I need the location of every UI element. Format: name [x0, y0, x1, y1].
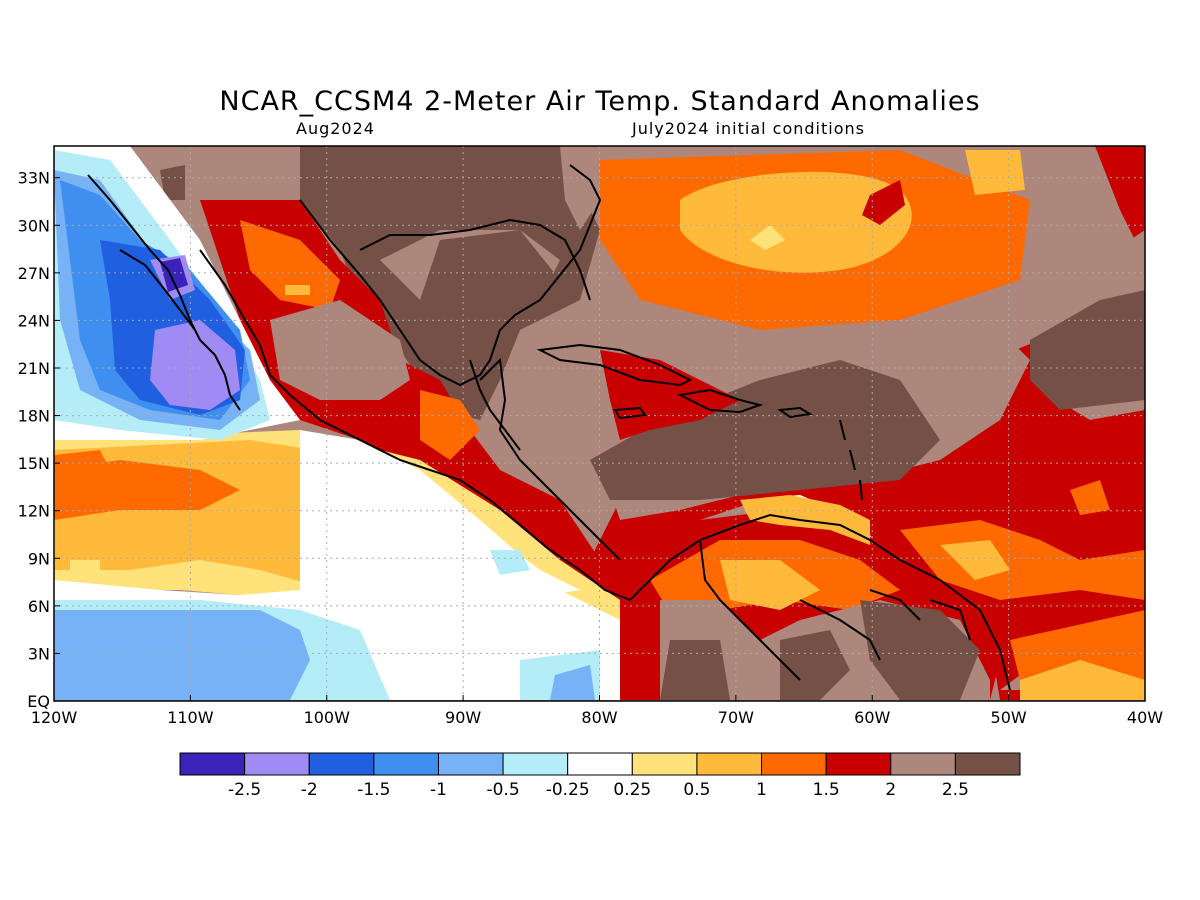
colorbar-swatch [567, 752, 633, 776]
colorbar-swatch [954, 752, 1021, 776]
lon-tick-label: 110W [167, 708, 214, 727]
colorbar-label: 0.5 [683, 780, 710, 800]
lon-tick-label: 100W [304, 708, 351, 727]
colorbar-swatch [825, 752, 892, 776]
colorbar-label: 1.5 [813, 780, 840, 800]
colorbar-swatch [244, 752, 310, 776]
lon-tick-label: 80W [581, 708, 617, 727]
colorbar-label: 1 [756, 780, 767, 800]
map-title: NCAR_CCSM4 2-Meter Air Temp. Standard An… [219, 86, 981, 117]
lat-lon-grid [54, 146, 1145, 701]
lat-tick-label: 33N [18, 169, 50, 188]
forecast-month: Aug2024 [296, 119, 375, 138]
colorbar-swatch [890, 752, 956, 776]
colorbar: -2.5 -2 -1.5 -1 -0.5 -0.25 0.25 0.5 1 1.5 2 2.5 [179, 752, 1021, 800]
lon-tick-label: 40W [1127, 708, 1163, 727]
colorbar-swatch [308, 752, 375, 776]
lat-tick-label: 30N [18, 216, 50, 235]
lon-tick-label: 90W [445, 708, 481, 727]
lat-tick-label: 6N [28, 597, 50, 616]
lat-tick-label: 24N [18, 311, 50, 330]
colorbar-swatch [631, 752, 698, 776]
colorbar-label: -1 [430, 780, 447, 800]
lat-tick-label: 12N [18, 502, 50, 521]
lat-tick-label: 21N [18, 359, 50, 378]
colorbar-swatch [437, 752, 504, 776]
lat-tick-label: EQ [27, 692, 50, 711]
anomaly-shading [54, 146, 1145, 701]
colorbar-swatch [373, 752, 439, 776]
colorbar-label: 0.25 [613, 780, 651, 800]
longitude-axis: 120W 110W 100W 90W 80W 70W 60W 50W 40W [31, 695, 1163, 727]
lat-tick-label: 18N [18, 407, 50, 426]
lon-tick-label: 120W [31, 708, 78, 727]
lon-tick-label: 50W [991, 708, 1027, 727]
lat-tick-label: 9N [28, 549, 50, 568]
coastlines [87, 164, 1011, 691]
colorbar-swatch [502, 752, 569, 776]
colorbar-label: 2.5 [942, 780, 969, 800]
colorbar-swatch [696, 752, 763, 776]
lon-tick-label: 70W [718, 708, 754, 727]
colorbar-swatch [179, 752, 246, 776]
lat-tick-label: 15N [18, 454, 50, 473]
colorbar-swatch [761, 752, 827, 776]
colorbar-label: -1.5 [357, 780, 390, 800]
colorbar-label: -0.25 [546, 780, 590, 800]
colorbar-label: -2.5 [228, 780, 261, 800]
initial-conditions: July2024 initial conditions [632, 119, 865, 138]
colorbar-label: 2 [885, 780, 896, 800]
latitude-axis: 33N 30N 27N 24N 21N 18N 15N 12N 9N 6N 3N EQ [18, 169, 60, 711]
lat-tick-label: 27N [18, 264, 50, 283]
lat-tick-label: 3N [28, 644, 50, 663]
lon-tick-label: 60W [854, 708, 890, 727]
colorbar-label: -2 [301, 780, 318, 800]
colorbar-label: -0.5 [486, 780, 519, 800]
